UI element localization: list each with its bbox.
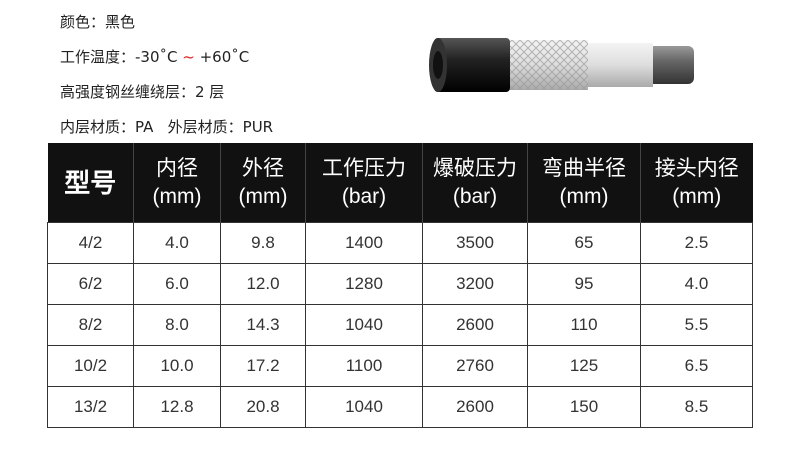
table-cell: 4/2 xyxy=(47,222,134,264)
table-row: 10/2 10.0 17.2 1100 2760 125 6.5 xyxy=(47,345,753,387)
column-header: 弯曲半径 (mm) xyxy=(527,143,641,223)
temp-min: 工作温度：-30˚C xyxy=(60,48,183,66)
table-cell: 12.0 xyxy=(220,263,306,305)
table-cell: 65 xyxy=(527,222,641,264)
table-cell: 4.0 xyxy=(640,263,753,305)
column-header: 接头内径 (mm) xyxy=(640,143,753,223)
spec-steel-layers: 高强度钢丝缠绕层：2 层 xyxy=(60,83,225,101)
table-cell: 110 xyxy=(527,304,641,346)
table-cell: 150 xyxy=(527,386,641,428)
table-cell: 1280 xyxy=(305,263,423,305)
table-row: 8/2 8.0 14.3 1040 2600 110 5.5 xyxy=(47,304,753,346)
table-cell: 1040 xyxy=(305,304,423,346)
table-cell: 6.0 xyxy=(133,263,221,305)
table-cell: 6/2 xyxy=(47,263,134,305)
header-name: 工作压力 xyxy=(322,156,406,180)
table-cell: 5.5 xyxy=(640,304,753,346)
column-header: 工作压力 (bar) xyxy=(305,143,423,223)
table-cell: 9.8 xyxy=(220,222,306,264)
column-header: 型号 xyxy=(47,143,134,223)
table-cell: 2760 xyxy=(422,345,528,387)
table-cell: 13/2 xyxy=(47,386,134,428)
table-cell: 1400 xyxy=(305,222,423,264)
table-row: 13/2 12.8 20.8 1040 2600 150 8.5 xyxy=(47,386,753,428)
hose-product-image xyxy=(429,38,694,92)
table-cell: 8.0 xyxy=(133,304,221,346)
header-name: 爆破压力 xyxy=(433,156,517,180)
spec-color: 颜色：黑色 xyxy=(60,13,136,31)
table-row: 4/2 4.0 9.8 1400 3500 65 2.5 xyxy=(47,222,753,264)
temp-separator: ~ xyxy=(182,48,195,66)
spec-table: 型号 内径 (mm) 外径 (mm) 工作压力 (bar) 爆破压力 (bar) 弯曲半径 (mm)… xyxy=(47,143,753,428)
temp-max: +60˚C xyxy=(194,48,250,66)
table-cell: 12.8 xyxy=(133,386,221,428)
header-name: 内径 xyxy=(156,156,198,180)
table-cell: 125 xyxy=(527,345,641,387)
header-name: 弯曲半径 xyxy=(542,156,626,180)
header-unit: (mm) xyxy=(238,184,288,208)
table-cell: 3500 xyxy=(422,222,528,264)
table-cell: 6.5 xyxy=(640,345,753,387)
table-cell: 2600 xyxy=(422,386,528,428)
table-cell: 20.8 xyxy=(220,386,306,428)
column-header: 外径 (mm) xyxy=(220,143,306,223)
column-header: 爆破压力 (bar) xyxy=(422,143,528,223)
header-unit: (bar) xyxy=(341,184,387,208)
table-cell: 8/2 xyxy=(47,304,134,346)
spec-materials: 内层材质：PA 外层材质：PUR xyxy=(60,118,274,136)
header-unit: (mm) xyxy=(672,184,722,208)
table-cell: 8.5 xyxy=(640,386,753,428)
table-cell: 3200 xyxy=(422,263,528,305)
header-unit: (bar) xyxy=(452,184,498,208)
column-header: 内径 (mm) xyxy=(133,143,221,223)
table-cell: 10.0 xyxy=(133,345,221,387)
table-cell: 10/2 xyxy=(47,345,134,387)
header-unit: (mm) xyxy=(559,184,609,208)
header-name: 型号 xyxy=(64,167,117,198)
header-name: 接头内径 xyxy=(654,156,739,180)
table-cell: 4.0 xyxy=(133,222,221,264)
table-cell: 2600 xyxy=(422,304,528,346)
table-cell: 17.2 xyxy=(220,345,306,387)
table-cell: 1040 xyxy=(305,386,423,428)
table-row: 6/2 6.0 12.0 1280 3200 95 4.0 xyxy=(47,263,753,305)
spec-temperature: 工作温度：-30˚C ~ +60˚C xyxy=(60,47,249,67)
table-cell: 1100 xyxy=(305,345,423,387)
table-cell: 95 xyxy=(527,263,641,305)
header-name: 外径 xyxy=(242,156,284,180)
table-cell: 14.3 xyxy=(220,304,306,346)
header-unit: (mm) xyxy=(152,184,202,208)
table-header-row: 型号 内径 (mm) 外径 (mm) 工作压力 (bar) 爆破压力 (bar) 弯曲半径 (mm)… xyxy=(47,143,753,223)
table-cell: 2.5 xyxy=(640,222,753,264)
